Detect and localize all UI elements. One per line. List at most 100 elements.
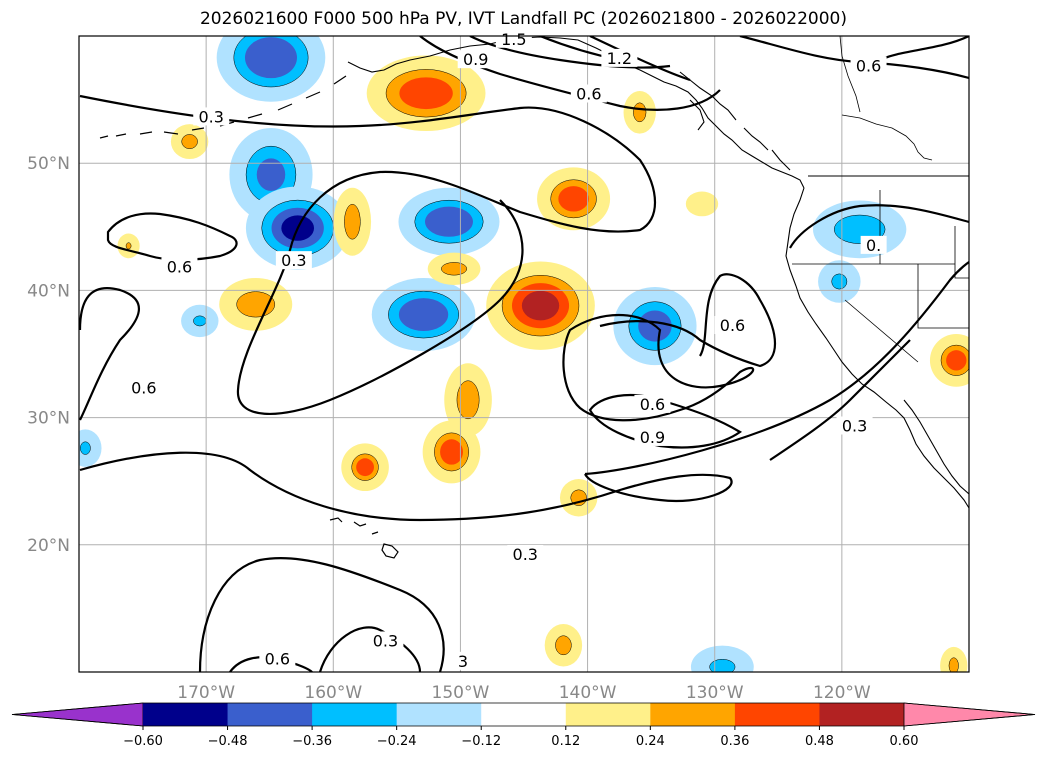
pv-anomaly-shading [79, 36, 969, 672]
contour-labels: 1.50.9 1.20.60.60.30.6 0.30.60.60.60.90.30… [125, 29, 887, 671]
lon-tick-label: 130°W [686, 683, 744, 703]
lon-tick-label: 120°W [813, 683, 871, 703]
state-boundaries [792, 190, 969, 363]
negative-pv-anomaly [690, 645, 754, 672]
pv-band [80, 441, 91, 455]
contour-label-bg [860, 235, 887, 254]
contour-label-bg [850, 56, 887, 75]
lat-tick-label: 20°N [27, 536, 70, 556]
contour-line [469, 36, 671, 69]
contour-line [79, 451, 733, 522]
colorbar-extend-high [903, 702, 1036, 727]
contour-label-bg [259, 649, 296, 668]
pv-band [398, 298, 449, 332]
colorbar-tick-label: 0.36 [720, 734, 749, 749]
pv-band [948, 657, 959, 672]
colorbar-swatch [481, 703, 567, 726]
positive-pv-anomaly [170, 124, 209, 160]
pv-band [555, 635, 572, 656]
positive-pv-anomaly [685, 191, 719, 217]
contour-label: 0.3 [199, 107, 224, 126]
map-title: 2026021600 F000 500 hPa PV, IVT Landfall… [199, 9, 847, 29]
contour-line [584, 261, 969, 476]
us-west-coastline [785, 187, 969, 509]
negative-pv-anomaly [216, 36, 326, 102]
contour-line [879, 36, 969, 61]
contour-label-bg [125, 378, 162, 397]
contour-label: 0.3 [373, 631, 398, 650]
contour-label-bg [161, 257, 198, 276]
lon-tick-label: 140°W [559, 683, 617, 703]
pv-band [256, 158, 286, 191]
colorbar-tick-label: 0.12 [551, 734, 580, 749]
contour-line [769, 339, 911, 461]
contour-label-bg [507, 544, 544, 563]
lat-tick-label: 40°N [27, 281, 70, 301]
contour-label-bg [634, 427, 671, 446]
positive-pv-anomaly [486, 261, 595, 350]
pv-band [709, 659, 736, 672]
colorbar-swatch [734, 703, 820, 726]
lat-tick-label: 30°N [27, 409, 70, 429]
positive-pv-anomaly [219, 278, 293, 331]
baja-coastline [903, 399, 969, 495]
negative-pv-anomaly [398, 187, 500, 256]
contour-label: 0.6 [856, 57, 881, 76]
pv-band [558, 186, 589, 212]
positive-pv-anomaly [537, 167, 611, 231]
negative-pv-anomaly [371, 278, 476, 352]
contour-label: 3 [458, 652, 468, 671]
contour-label-bg [570, 84, 607, 103]
lon-tick-label: 160°W [304, 683, 362, 703]
contour-label-bg [836, 416, 873, 435]
contour-line [589, 36, 691, 82]
contour-label-bg [193, 107, 230, 126]
colorbar-tick-label: −0.24 [377, 734, 417, 749]
contour-label: 0.3 [842, 417, 867, 436]
pv-band [456, 380, 480, 420]
contour-label-bg [714, 316, 751, 335]
negative-pv-anomaly [79, 429, 102, 467]
pv-band [193, 315, 207, 327]
positive-pv-anomaly [117, 233, 140, 259]
colorbar-swatch [565, 703, 651, 726]
pv-band [181, 134, 198, 149]
pv-band [831, 273, 848, 290]
pv-band [690, 645, 754, 672]
contour-label: 0.9 [463, 50, 488, 69]
positive-pv-anomaly [623, 91, 656, 134]
lat-tick-label: 50°N [27, 154, 70, 174]
colorbar-tick-label: 0.48 [805, 734, 834, 749]
colorbar-extend-low [11, 702, 144, 727]
colorbar-tick-label: −0.12 [461, 734, 501, 749]
contour-label-bg [275, 251, 312, 270]
map-frame [78, 35, 970, 673]
pv-band [356, 458, 374, 477]
contour-label: 0.6 [720, 316, 745, 335]
contour-label: 1.2 [607, 49, 632, 68]
colorbar-swatch [312, 703, 398, 726]
contour-label-bg [495, 29, 532, 48]
contour-label: 0.3 [281, 251, 306, 270]
colorbar-swatch [227, 703, 313, 726]
positive-pv-anomaly [341, 443, 389, 492]
contour-label-bg [634, 394, 671, 413]
axis-tick-labels: 170°W 160°W 150°W 140°W 130°W 120°W50°N40°N30… [27, 154, 871, 703]
pv-band [425, 206, 473, 237]
map-background [79, 36, 969, 672]
contour-label: 0.9 [640, 428, 665, 447]
lon-tick-label: 150°W [432, 683, 490, 703]
colorbar-tick-label: −0.36 [292, 734, 332, 749]
colorbar-swatch [819, 703, 905, 726]
contour-label: 0.6 [265, 649, 290, 668]
pv-band [441, 262, 468, 276]
contour-line [198, 556, 445, 672]
pv-band [344, 203, 361, 240]
colorbar-swatch [650, 703, 736, 726]
contour-line [318, 626, 422, 672]
positive-pv-anomaly [333, 187, 372, 256]
contour-label-bg [601, 48, 638, 67]
contour-label: 0.6 [576, 85, 601, 104]
colorbar-tick-label: 0.24 [636, 734, 665, 749]
